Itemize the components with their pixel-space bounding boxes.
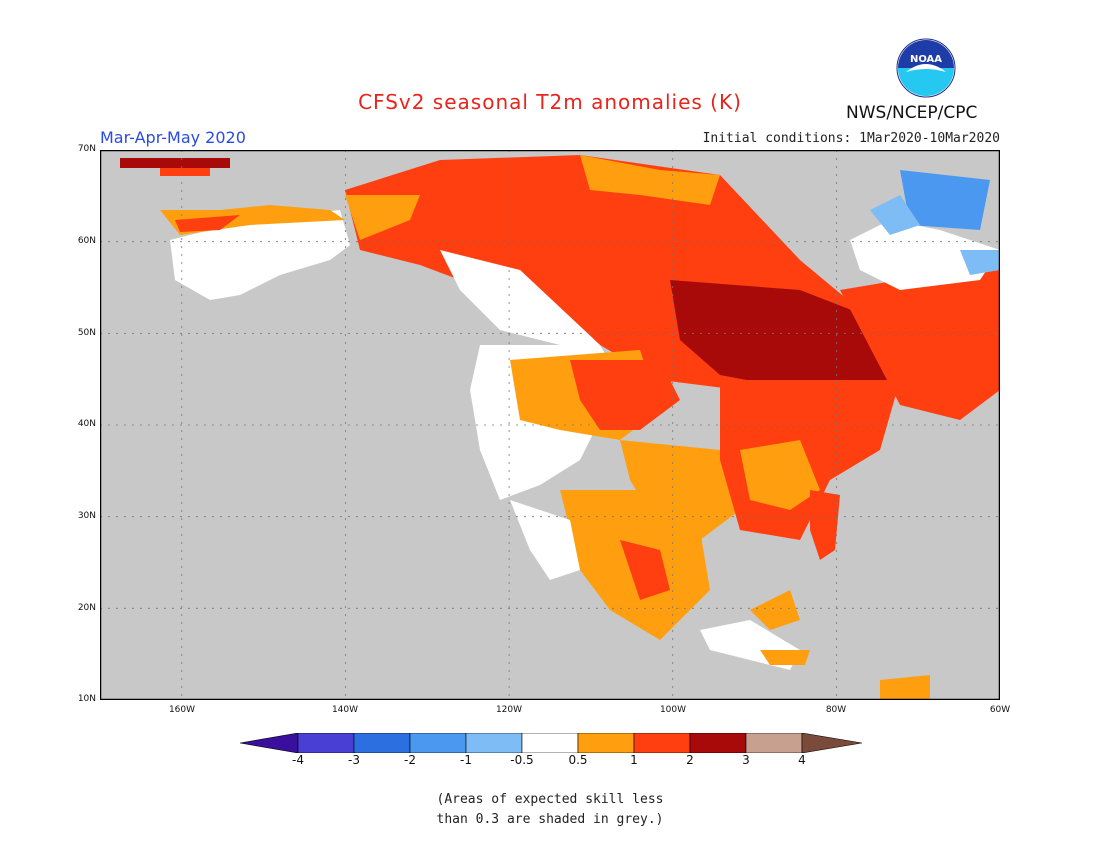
lon-label: 60W	[989, 705, 1011, 715]
agency-label: NWS/NCEP/CPC	[846, 103, 978, 123]
skill-note-line1: (Areas of expected skill less	[436, 792, 664, 807]
colorbar-tick: 2	[686, 753, 694, 767]
colorbar-segment	[521, 733, 579, 753]
colorbar-tick: -3	[348, 753, 360, 767]
lat-label: 40N	[77, 419, 96, 429]
lat-label: 50N	[77, 328, 96, 338]
lon-label: 140W	[331, 705, 359, 715]
colorbar-segment	[240, 733, 299, 753]
colorbar	[240, 733, 862, 753]
lon-label: 120W	[495, 705, 523, 715]
colorbar-segment	[801, 733, 862, 753]
colorbar-tick: 4	[798, 753, 806, 767]
colorbar-tick: -1	[460, 753, 472, 767]
colorbar-segment	[409, 733, 467, 753]
initial-conditions: Initial conditions: 1Mar2020-10Mar2020	[702, 131, 1000, 146]
lon-label: 100W	[659, 705, 687, 715]
map-svg	[99, 149, 1001, 701]
skill-note-line2: than 0.3 are shaded in grey.)	[436, 812, 664, 827]
noaa-logo: NOAA	[896, 38, 956, 98]
map-title: CFSv2 seasonal T2m anomalies (K)	[358, 90, 742, 114]
colorbar-segment	[353, 733, 411, 753]
colorbar-tick: -4	[292, 753, 304, 767]
colorbar-tick: -0.5	[510, 753, 534, 767]
land-regions	[120, 155, 1000, 700]
lat-label: 60N	[77, 236, 96, 246]
colorbar-segment	[577, 733, 635, 753]
colorbar-segment	[745, 733, 803, 753]
colorbar-tick: 1	[630, 753, 638, 767]
colorbar-segment	[465, 733, 523, 753]
lat-label: 70N	[77, 144, 96, 154]
gridlines	[100, 150, 1000, 700]
forecast-period: Mar-Apr-May 2020	[100, 128, 246, 147]
lat-label: 30N	[77, 511, 96, 521]
anomaly-map	[99, 149, 1001, 701]
colorbar-segment	[633, 733, 691, 753]
noaa-logo-text: NOAA	[910, 54, 942, 65]
lat-label: 20N	[77, 603, 96, 613]
colorbar-segment	[297, 733, 355, 753]
lon-label: 80W	[825, 705, 847, 715]
colorbar-tick: -2	[404, 753, 416, 767]
lat-label: 10N	[77, 694, 96, 704]
colorbar-segment	[689, 733, 747, 753]
colorbar-tick: 3	[742, 753, 750, 767]
lon-label: 160W	[168, 705, 196, 715]
colorbar-tick: 0.5	[568, 753, 588, 767]
